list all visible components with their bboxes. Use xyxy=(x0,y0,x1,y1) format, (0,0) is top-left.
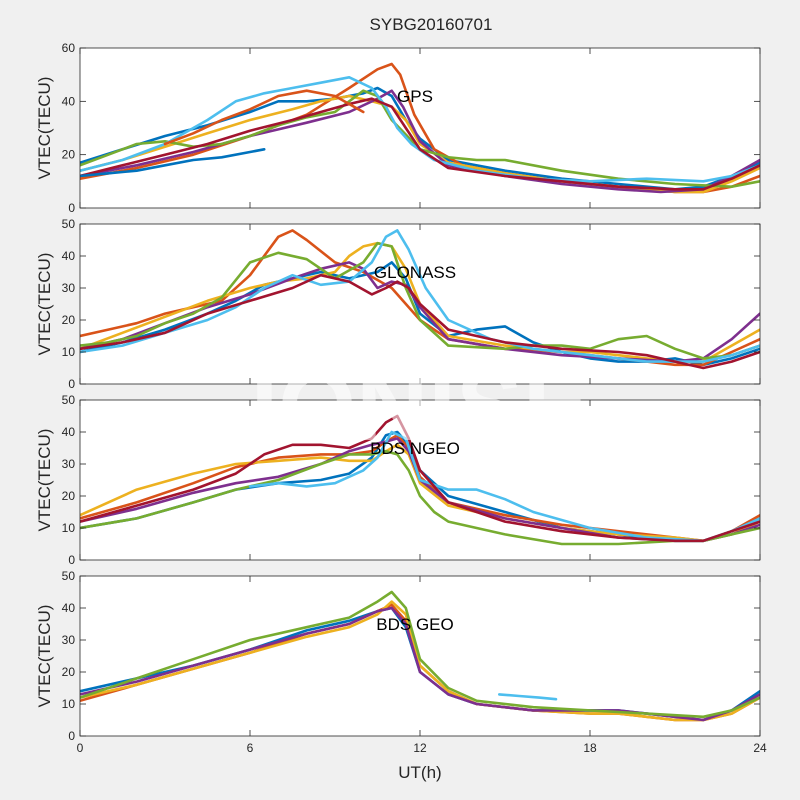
series-line-0-6 xyxy=(80,97,760,191)
y-tick-label-1-30: 30 xyxy=(62,281,76,295)
panel-label-1: GLONASS xyxy=(374,263,456,282)
series-line-0-8 xyxy=(163,89,365,146)
x-tick-label-0: 0 xyxy=(77,741,84,755)
series-line-0-4 xyxy=(80,89,760,188)
series-line-3-4 xyxy=(80,590,760,719)
x-tick-label-6: 6 xyxy=(247,741,254,755)
series-line-3-3 xyxy=(80,606,760,722)
series-line-0-7 xyxy=(80,148,266,178)
y-tick-label-2-30: 30 xyxy=(62,457,76,471)
y-tick-label-3-0: 0 xyxy=(68,729,75,743)
panel-label-3: BDS GEO xyxy=(376,615,453,634)
y-tick-label-2-20: 20 xyxy=(62,489,76,503)
y-tick-label-3-10: 10 xyxy=(62,697,76,711)
series-line-1-2 xyxy=(80,241,760,363)
series-line-0-5 xyxy=(80,76,760,183)
plot-area-0 xyxy=(80,48,760,208)
x-tick-label-18: 18 xyxy=(583,741,597,755)
y-tick-label-3-40: 40 xyxy=(62,601,76,615)
panel-3: 0 10 20 30 40 50 0 6 12 18 24 VTEC(TECU) BDS GEO xyxy=(35,569,767,755)
y-tick-label-3-50: 50 xyxy=(62,569,76,583)
series-line-1-6 xyxy=(80,273,760,370)
watermark: IONISE xyxy=(251,350,590,462)
series-group-0 xyxy=(80,62,760,194)
y-tick-label-1-20: 20 xyxy=(62,313,76,327)
panel-0: 0 20 40 60 VTEC(TECU) GPS xyxy=(35,41,761,215)
panel-label-2: BDS NGEO xyxy=(370,439,460,458)
panel-label-0: GPS xyxy=(397,87,433,106)
y-tick-label-2-50: 50 xyxy=(62,393,76,407)
series-group-2 xyxy=(80,414,760,546)
series-group-3 xyxy=(80,590,760,722)
y-tick-label-0-0: 0 xyxy=(68,201,75,215)
y-tick-label-2-0: 0 xyxy=(68,553,75,567)
series-line-2-2 xyxy=(80,443,760,543)
y-tick-label-2-40: 40 xyxy=(62,425,76,439)
y-tick-label-1-10: 10 xyxy=(62,345,76,359)
y-axis-label-3: VTEC(TECU) xyxy=(35,605,54,708)
y-axis-label-0: VTEC(TECU) xyxy=(35,77,54,180)
series-line-2-6 xyxy=(80,414,760,543)
y-tick-label-3-20: 20 xyxy=(62,665,76,679)
y-tick-label-3-30: 30 xyxy=(62,633,76,647)
y-tick-label-0-20: 20 xyxy=(62,148,76,162)
y-axis-label-1: VTEC(TECU) xyxy=(35,253,54,356)
y-tick-label-0-40: 40 xyxy=(62,94,76,108)
x-tick-label-24: 24 xyxy=(753,741,767,755)
y-tick-label-2-10: 10 xyxy=(62,521,76,535)
series-line-1-4 xyxy=(80,241,760,360)
panel-1: 0 10 20 30 40 50 VTEC(TECU) GLONASS xyxy=(35,217,761,391)
series-group-1 xyxy=(80,229,760,370)
chart-title: SYBG20160701 xyxy=(370,15,493,34)
y-axis-label-2: VTEC(TECU) xyxy=(35,429,54,532)
y-tick-label-1-40: 40 xyxy=(62,249,76,263)
y-tick-label-0-60: 60 xyxy=(62,41,76,55)
x-axis-label: UT(h) xyxy=(398,763,441,782)
series-line-3-5 xyxy=(497,693,558,701)
series-line-3-2 xyxy=(80,600,760,722)
y-tick-label-1-0: 0 xyxy=(68,377,75,391)
panel-2: 0 10 20 30 40 50 VTEC(TECU) BDS NGEO xyxy=(35,393,761,567)
series-line-1-5 xyxy=(80,229,760,363)
x-tick-label-12: 12 xyxy=(413,741,427,755)
y-tick-label-1-50: 50 xyxy=(62,217,76,231)
